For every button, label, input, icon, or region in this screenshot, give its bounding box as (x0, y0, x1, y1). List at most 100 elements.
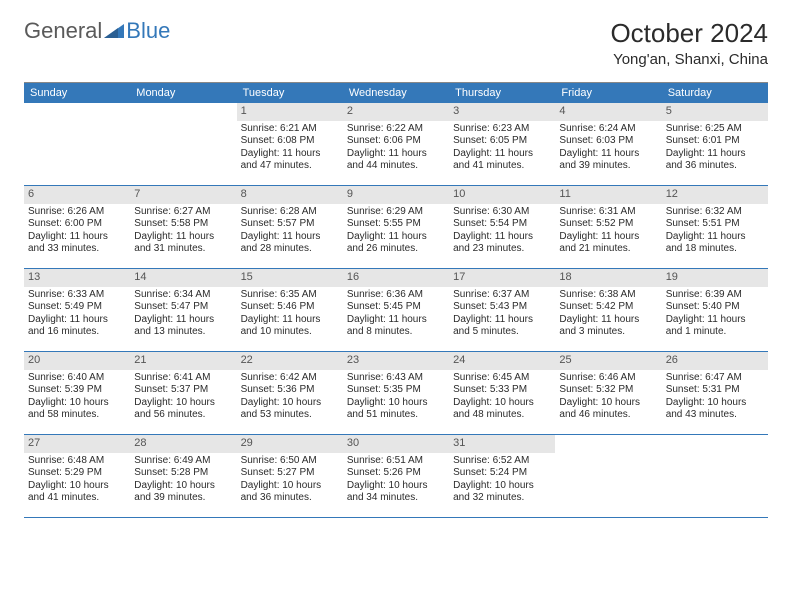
sunset-text: Sunset: 5:40 PM (666, 301, 764, 314)
sunset-text: Sunset: 5:55 PM (347, 218, 445, 231)
month-title: October 2024 (610, 18, 768, 49)
logo-text-blue: Blue (126, 18, 170, 44)
sunset-text: Sunset: 5:57 PM (241, 218, 339, 231)
sunrise-text: Sunrise: 6:35 AM (241, 289, 339, 302)
daylight-line1: Daylight: 11 hours (134, 231, 232, 244)
day-body: Sunrise: 6:36 AMSunset: 5:45 PMDaylight:… (343, 287, 449, 343)
sunrise-text: Sunrise: 6:21 AM (241, 123, 339, 136)
day-body: Sunrise: 6:24 AMSunset: 6:03 PMDaylight:… (555, 121, 661, 177)
daylight-line2: and 41 minutes. (453, 160, 551, 173)
daylight-line1: Daylight: 10 hours (453, 480, 551, 493)
sunrise-text: Sunrise: 6:24 AM (559, 123, 657, 136)
day-cell (555, 435, 661, 517)
daylight-line1: Daylight: 11 hours (666, 314, 764, 327)
day-number (24, 103, 130, 121)
day-cell (662, 435, 768, 517)
sunset-text: Sunset: 5:43 PM (453, 301, 551, 314)
sunset-text: Sunset: 5:54 PM (453, 218, 551, 231)
sunrise-text: Sunrise: 6:28 AM (241, 206, 339, 219)
sunrise-text: Sunrise: 6:43 AM (347, 372, 445, 385)
day-number: 2 (343, 103, 449, 121)
page-header: General Blue October 2024 Yong'an, Shanx… (0, 0, 792, 74)
sunrise-text: Sunrise: 6:26 AM (28, 206, 126, 219)
day-body: Sunrise: 6:23 AMSunset: 6:05 PMDaylight:… (449, 121, 555, 177)
daylight-line2: and 10 minutes. (241, 326, 339, 339)
daylight-line1: Daylight: 10 hours (241, 397, 339, 410)
dow-cell: Monday (130, 83, 236, 103)
daylight-line2: and 36 minutes. (666, 160, 764, 173)
daylight-line1: Daylight: 10 hours (134, 397, 232, 410)
sunrise-text: Sunrise: 6:48 AM (28, 455, 126, 468)
day-body: Sunrise: 6:32 AMSunset: 5:51 PMDaylight:… (662, 204, 768, 260)
day-cell: 6Sunrise: 6:26 AMSunset: 6:00 PMDaylight… (24, 186, 130, 268)
sunrise-text: Sunrise: 6:29 AM (347, 206, 445, 219)
day-cell: 2Sunrise: 6:22 AMSunset: 6:06 PMDaylight… (343, 103, 449, 185)
day-cell: 12Sunrise: 6:32 AMSunset: 5:51 PMDayligh… (662, 186, 768, 268)
day-number (662, 435, 768, 453)
day-body: Sunrise: 6:30 AMSunset: 5:54 PMDaylight:… (449, 204, 555, 260)
daylight-line1: Daylight: 11 hours (666, 148, 764, 161)
dow-cell: Friday (555, 83, 661, 103)
sunset-text: Sunset: 5:58 PM (134, 218, 232, 231)
sunset-text: Sunset: 6:00 PM (28, 218, 126, 231)
day-cell (130, 103, 236, 185)
day-body: Sunrise: 6:33 AMSunset: 5:49 PMDaylight:… (24, 287, 130, 343)
day-number: 3 (449, 103, 555, 121)
sunrise-text: Sunrise: 6:41 AM (134, 372, 232, 385)
day-number: 18 (555, 269, 661, 287)
daylight-line2: and 47 minutes. (241, 160, 339, 173)
sunset-text: Sunset: 5:47 PM (134, 301, 232, 314)
day-number: 15 (237, 269, 343, 287)
dow-cell: Wednesday (343, 83, 449, 103)
daylight-line1: Daylight: 10 hours (666, 397, 764, 410)
daylight-line1: Daylight: 11 hours (241, 231, 339, 244)
day-body: Sunrise: 6:50 AMSunset: 5:27 PMDaylight:… (237, 453, 343, 509)
sunrise-text: Sunrise: 6:27 AM (134, 206, 232, 219)
week-row: 27 Sunrise: 6:48 AMSunset: 5:29 PM Dayligh… (24, 435, 768, 518)
sunset-text: Sunset: 6:08 PM (241, 135, 339, 148)
daylight-line1: Daylight: 11 hours (134, 314, 232, 327)
daylight-line2: and 39 minutes. (559, 160, 657, 173)
day-cell: 22Sunrise: 6:42 AMSunset: 5:36 PMDayligh… (237, 352, 343, 434)
daylight-line2: and 56 minutes. (134, 409, 232, 422)
day-number: 7 (130, 186, 236, 204)
day-body: Sunrise: 6:34 AMSunset: 5:47 PMDaylight:… (130, 287, 236, 343)
daylight-line1: Daylight: 10 hours (134, 480, 232, 493)
sunset-text: Sunset: 5:31 PM (666, 384, 764, 397)
day-body: Sunrise: 6:29 AMSunset: 5:55 PMDaylight:… (343, 204, 449, 260)
day-cell: 24Sunrise: 6:45 AMSunset: 5:33 PMDayligh… (449, 352, 555, 434)
daylight-line1: Daylight: 10 hours (453, 397, 551, 410)
sunrise-text: Sunrise: 6:32 AM (666, 206, 764, 219)
day-cell: 7 Sunrise: 6:27 AMSunset: 5:58 PMDaylight… (130, 186, 236, 268)
day-of-week-row: SundayMondayTuesdayWednesdayThursdayFrid… (24, 83, 768, 103)
day-number: 6 (24, 186, 130, 204)
sunset-text: Sunset: 5:29 PM (28, 467, 126, 480)
daylight-line2: and 26 minutes. (347, 243, 445, 256)
daylight-line2: and 28 minutes. (241, 243, 339, 256)
logo-triangle-icon (104, 24, 124, 38)
daylight-line2: and 13 minutes. (134, 326, 232, 339)
day-cell: 1Sunrise: 6:21 AMSunset: 6:08 PMDaylight… (237, 103, 343, 185)
daylight-line2: and 18 minutes. (666, 243, 764, 256)
sunset-text: Sunset: 5:39 PM (28, 384, 126, 397)
daylight-line1: Daylight: 11 hours (453, 148, 551, 161)
day-body: Sunrise: 6:39 AMSunset: 5:40 PMDaylight:… (662, 287, 768, 343)
day-cell: 30Sunrise: 6:51 AMSunset: 5:26 PMDayligh… (343, 435, 449, 517)
daylight-line1: Daylight: 10 hours (28, 397, 126, 410)
sunset-text: Sunset: 5:27 PM (241, 467, 339, 480)
day-cell: 31Sunrise: 6:52 AMSunset: 5:24 PMDayligh… (449, 435, 555, 517)
sunrise-text: Sunrise: 6:33 AM (28, 289, 126, 302)
daylight-line2: and 33 minutes. (28, 243, 126, 256)
dow-cell: Sunday (24, 83, 130, 103)
sunrise-text: Sunrise: 6:31 AM (559, 206, 657, 219)
day-body: Sunrise: 6:41 AMSunset: 5:37 PMDaylight:… (130, 370, 236, 426)
calendar-grid: SundayMondayTuesdayWednesdayThursdayFrid… (24, 82, 768, 518)
daylight-line1: Daylight: 11 hours (453, 314, 551, 327)
daylight-line1: Daylight: 11 hours (241, 314, 339, 327)
sunset-text: Sunset: 5:35 PM (347, 384, 445, 397)
day-number: 27 (24, 435, 130, 453)
day-body: Sunrise: 6:46 AMSunset: 5:32 PMDaylight:… (555, 370, 661, 426)
daylight-line2: and 32 minutes. (453, 492, 551, 505)
daylight-line2: and 46 minutes. (559, 409, 657, 422)
day-body: Sunrise: 6:40 AMSunset: 5:39 PMDaylight:… (24, 370, 130, 426)
